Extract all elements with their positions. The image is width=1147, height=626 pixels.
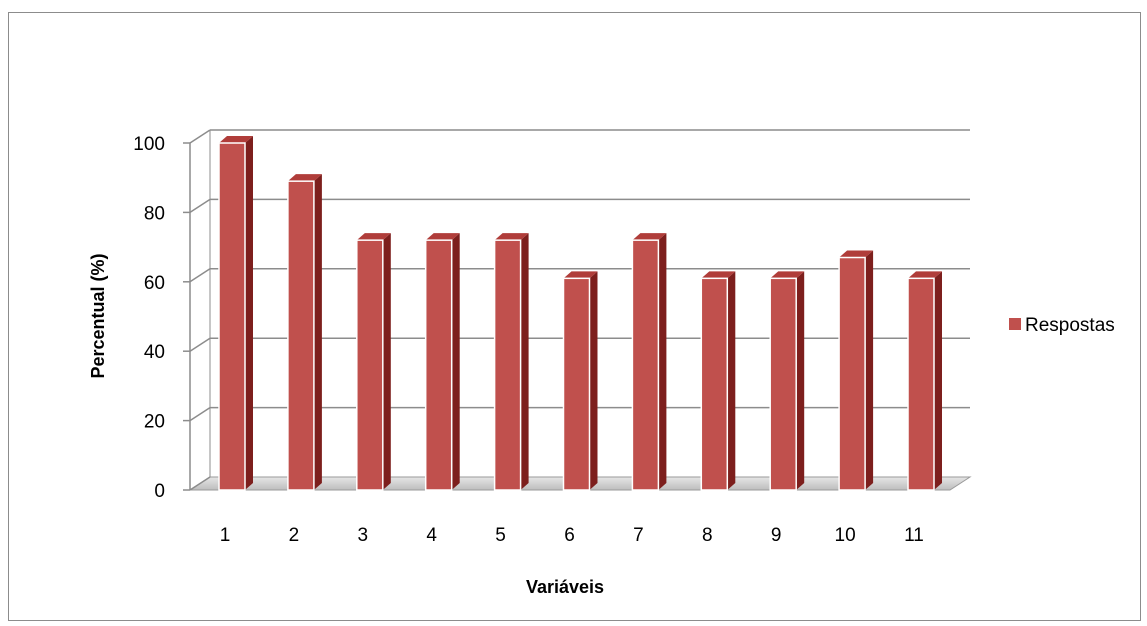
x-tick-label: 9: [771, 525, 782, 546]
x-axis-title: Variáveis: [526, 577, 604, 597]
bar: [700, 271, 736, 491]
bar: [631, 233, 667, 491]
gridline-depth: [189, 337, 211, 352]
bar-side: [382, 233, 391, 490]
bar: [769, 271, 805, 491]
bar: [838, 250, 874, 491]
bar-top: [701, 271, 736, 279]
gridline-depth: [189, 198, 211, 214]
bar-side: [313, 174, 322, 491]
bar-side: [796, 271, 805, 490]
y-tick-label: 100: [133, 134, 165, 155]
y-axis-title: Percentual (%): [88, 253, 108, 378]
bar-top: [287, 174, 322, 182]
bar-front: [424, 239, 453, 491]
bar-front: [287, 180, 315, 491]
bar-top: [839, 250, 874, 258]
bar-front: [631, 239, 660, 491]
y-axis-ticks: 0 20 40 60 80 100: [133, 134, 165, 502]
bar-side: [727, 271, 736, 490]
bar: [356, 233, 391, 491]
gridline-depth: [189, 476, 211, 491]
x-tick-label: 7: [633, 525, 644, 546]
bar-front: [700, 277, 729, 491]
bar: [424, 233, 460, 491]
x-tick-label: 11: [904, 525, 924, 546]
bar-side: [589, 271, 598, 490]
gridline-depth: [189, 129, 211, 144]
bar-top: [494, 233, 529, 241]
bar-front: [769, 277, 797, 491]
gridline-depth: [189, 406, 211, 422]
bar-side: [451, 233, 460, 490]
y-tick-label: 60: [144, 273, 165, 294]
bar-top: [770, 271, 805, 279]
legend-label: Respostas: [1025, 315, 1115, 336]
x-tick-label: 8: [702, 525, 713, 546]
bar-front: [838, 256, 866, 491]
bar-top: [219, 136, 253, 143]
y-tick-label: 20: [144, 412, 165, 433]
x-tick-label: 2: [289, 525, 300, 546]
x-tick-label: 10: [835, 525, 856, 546]
bar: [287, 174, 322, 491]
bar-top: [908, 271, 942, 279]
x-tick-label: 5: [495, 525, 506, 546]
y-tick-label: 0: [154, 481, 165, 502]
bar-side: [934, 271, 942, 490]
x-axis-ticks: 1 2 3 4 5 6 7 8 9 10 11: [220, 525, 924, 546]
legend-swatch: [1009, 318, 1021, 330]
bar-top: [425, 233, 460, 241]
bar-front: [562, 277, 591, 491]
bar-front: [356, 239, 384, 491]
bar-front: [907, 277, 935, 491]
bar-top: [563, 271, 598, 279]
bars: [218, 136, 942, 491]
y-tick-label: 40: [144, 342, 165, 363]
bar-side: [658, 233, 667, 490]
bar: [218, 136, 253, 491]
legend: Respostas: [1009, 315, 1115, 336]
y-tick-label: 80: [144, 203, 165, 224]
x-tick-label: 6: [564, 525, 575, 546]
bar: [562, 271, 598, 491]
bar: [907, 271, 942, 491]
bar-side: [245, 136, 253, 490]
bar-side: [865, 250, 874, 490]
x-tick-label: 1: [220, 525, 231, 546]
bar-side: [520, 233, 529, 490]
x-tick-label: 3: [358, 525, 369, 546]
x-tick-label: 4: [426, 525, 437, 546]
bar-front: [218, 142, 246, 491]
bar-top: [356, 233, 391, 241]
bar-front: [493, 239, 522, 491]
bar-top: [632, 233, 667, 241]
bar: [493, 233, 529, 491]
gridline-depth: [189, 268, 211, 283]
